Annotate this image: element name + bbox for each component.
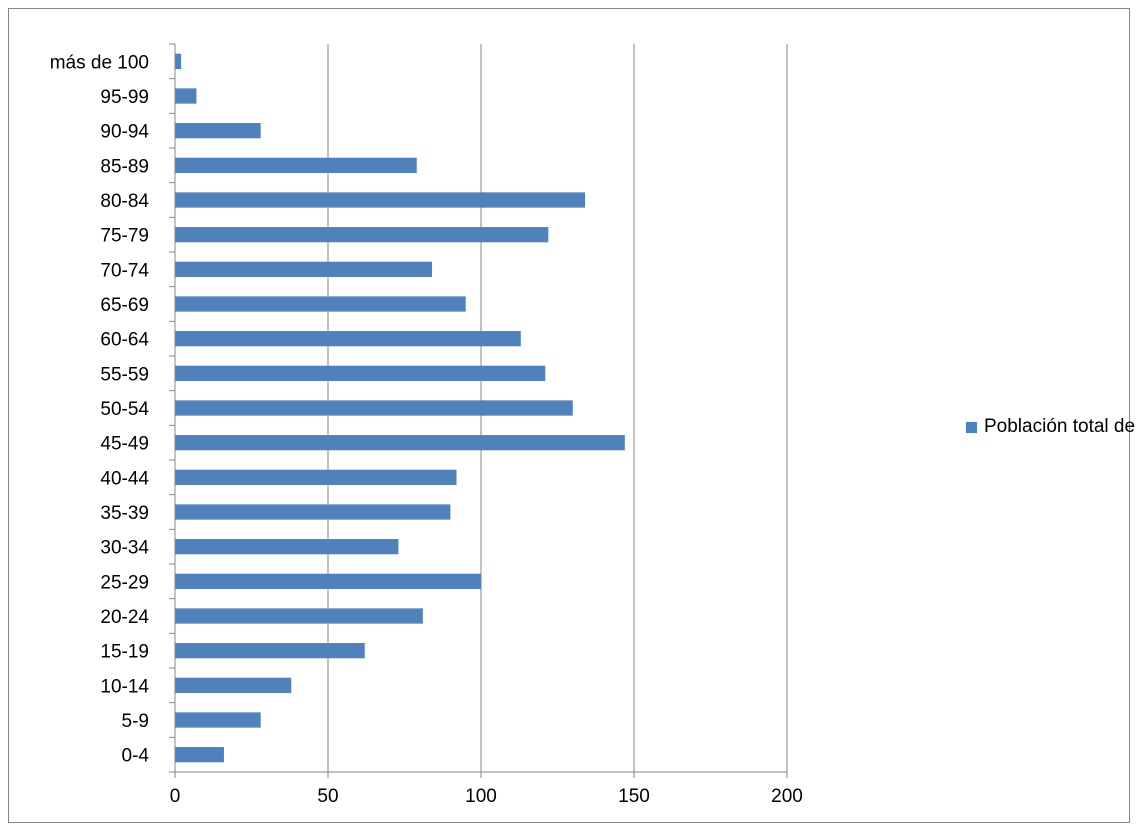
bar-85-89 <box>175 157 417 173</box>
y-tick-label-25-29: 25-29 <box>100 572 149 593</box>
x-tick-label-200: 200 <box>771 786 803 807</box>
tick-labels: 0 50 100 150 200 0-4 5-9 10-14 15-19 20-24 25-29 30… <box>50 52 803 807</box>
y-tick-label-35-39: 35-39 <box>100 503 149 524</box>
y-tick-label-90-94: 90-94 <box>100 122 149 143</box>
y-tick-label-5-9: 5-9 <box>122 711 149 732</box>
y-tick-label-55-59: 55-59 <box>100 364 149 385</box>
y-tick-label-20-24: 20-24 <box>100 607 149 628</box>
x-tick-label-100: 100 <box>465 786 497 807</box>
bar-70-74 <box>175 261 433 277</box>
legend-label: Población total de la RB <box>984 416 1141 437</box>
bar-30-34 <box>175 539 399 555</box>
bar-20-24 <box>175 608 423 624</box>
bar-25-29 <box>175 573 481 589</box>
bar-80-84 <box>175 192 586 208</box>
y-tick-label-10-14: 10-14 <box>100 676 149 697</box>
y-tick-label-0-4: 0-4 <box>122 746 150 767</box>
y-tick-label-70-74: 70-74 <box>100 260 149 281</box>
x-tick-label-50: 50 <box>317 786 338 807</box>
x-tick-label-0: 0 <box>170 786 181 807</box>
bar-10-14 <box>175 677 292 693</box>
legend-swatch <box>966 421 977 433</box>
y-tick-label-45-49: 45-49 <box>100 434 149 455</box>
bar-40-44 <box>175 469 457 485</box>
bar-35-39 <box>175 504 451 520</box>
axes <box>169 43 788 778</box>
bar-5-9 <box>175 712 261 728</box>
y-tick-label-30-34: 30-34 <box>100 538 149 559</box>
y-tick-label-95-99: 95-99 <box>100 87 149 108</box>
y-tick-label-60-64: 60-64 <box>100 330 149 351</box>
legend: Población total de la RB <box>966 413 1141 441</box>
x-tick-label-150: 150 <box>618 786 650 807</box>
bar-50-54 <box>175 400 573 416</box>
y-tick-label-40-44: 40-44 <box>100 468 149 489</box>
bar-15-19 <box>175 643 365 659</box>
bar-60-64 <box>175 331 521 347</box>
bar-65-69 <box>175 296 466 312</box>
bar-0-4 <box>175 747 224 763</box>
bar-75-79 <box>175 227 549 243</box>
bar-55-59 <box>175 365 546 381</box>
bar-45-49 <box>175 435 625 451</box>
bar-más de 100 <box>175 53 182 69</box>
y-tick-label-65-69: 65-69 <box>100 295 149 316</box>
bar-90-94 <box>175 123 261 139</box>
y-tick-label-50-54: 50-54 <box>100 399 149 420</box>
y-tick-label-más de 100: más de 100 <box>50 52 149 73</box>
y-tick-label-15-19: 15-19 <box>100 642 149 663</box>
bars <box>175 53 625 763</box>
y-tick-label-85-89: 85-89 <box>100 156 149 177</box>
y-tick-label-80-84: 80-84 <box>100 191 149 212</box>
y-tick-label-75-79: 75-79 <box>100 226 149 247</box>
bar-95-99 <box>175 88 197 104</box>
